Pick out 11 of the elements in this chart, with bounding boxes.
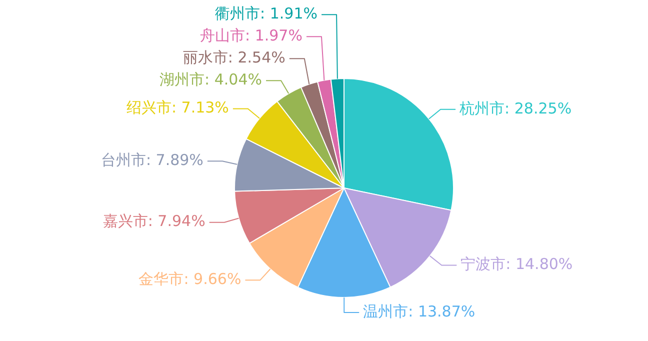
slice-label: 金华市: 9.66%	[138, 270, 242, 288]
slice-label: 台州市: 7.89%	[100, 151, 204, 169]
slice-label: 嘉兴市: 7.94%	[102, 212, 206, 230]
slice-label: 湖州市: 4.04%	[160, 70, 262, 88]
slice-label: 宁波市: 14.80%	[460, 255, 573, 274]
slice-label: 温州市: 13.87%	[363, 302, 476, 320]
slice-label: 衢州市: 1.91%	[215, 4, 318, 22]
slice-label: 杭州市: 28.25%	[458, 99, 572, 118]
slice-label: 丽水市: 2.54%	[182, 48, 286, 66]
slice-label: 舟山市: 1.97%	[200, 26, 302, 44]
slice-label: 绍兴市: 7.13%	[126, 98, 229, 117]
